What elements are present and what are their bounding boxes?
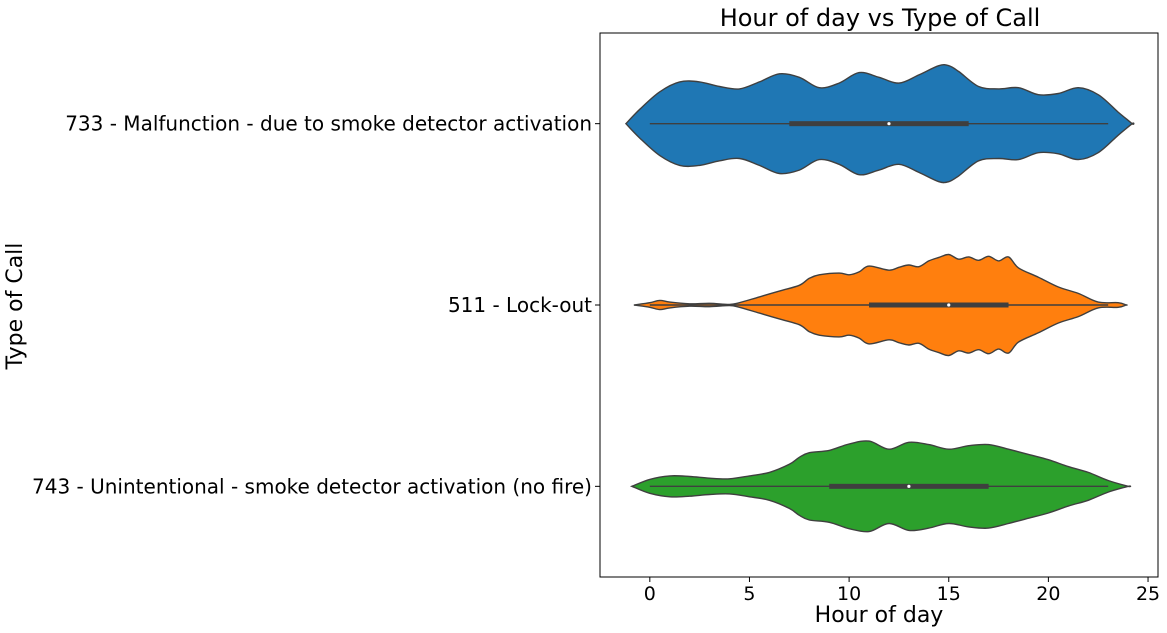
y-tick-label-2: 743 - Unintentional - smoke detector act… bbox=[32, 474, 592, 498]
y-axis-label: Type of Call bbox=[3, 243, 28, 371]
chart-title: Hour of day vs Type of Call bbox=[720, 4, 1041, 32]
x-tick-label-0: 0 bbox=[644, 583, 656, 605]
iqr-box-0 bbox=[789, 121, 969, 127]
x-tick-label-4: 20 bbox=[1036, 583, 1060, 605]
y-tick-label-0: 733 - Malfunction - due to smoke detecto… bbox=[65, 112, 592, 136]
iqr-box-1 bbox=[869, 302, 1009, 308]
median-point-0 bbox=[887, 122, 891, 126]
median-point-2 bbox=[907, 484, 911, 488]
violin-group bbox=[624, 64, 1135, 533]
x-axis: 0 5 10 15 20 25 bbox=[644, 577, 1160, 605]
x-axis-label: Hour of day bbox=[815, 603, 944, 628]
x-tick-label-1: 5 bbox=[743, 583, 755, 605]
x-tick-label-5: 25 bbox=[1136, 583, 1160, 605]
median-point-1 bbox=[947, 303, 951, 307]
y-tick-label-1: 511 - Lock-out bbox=[448, 293, 592, 317]
x-tick-label-3: 15 bbox=[937, 583, 961, 605]
y-axis: 733 - Malfunction - due to smoke detecto… bbox=[32, 112, 600, 498]
x-tick-label-2: 10 bbox=[837, 583, 861, 605]
